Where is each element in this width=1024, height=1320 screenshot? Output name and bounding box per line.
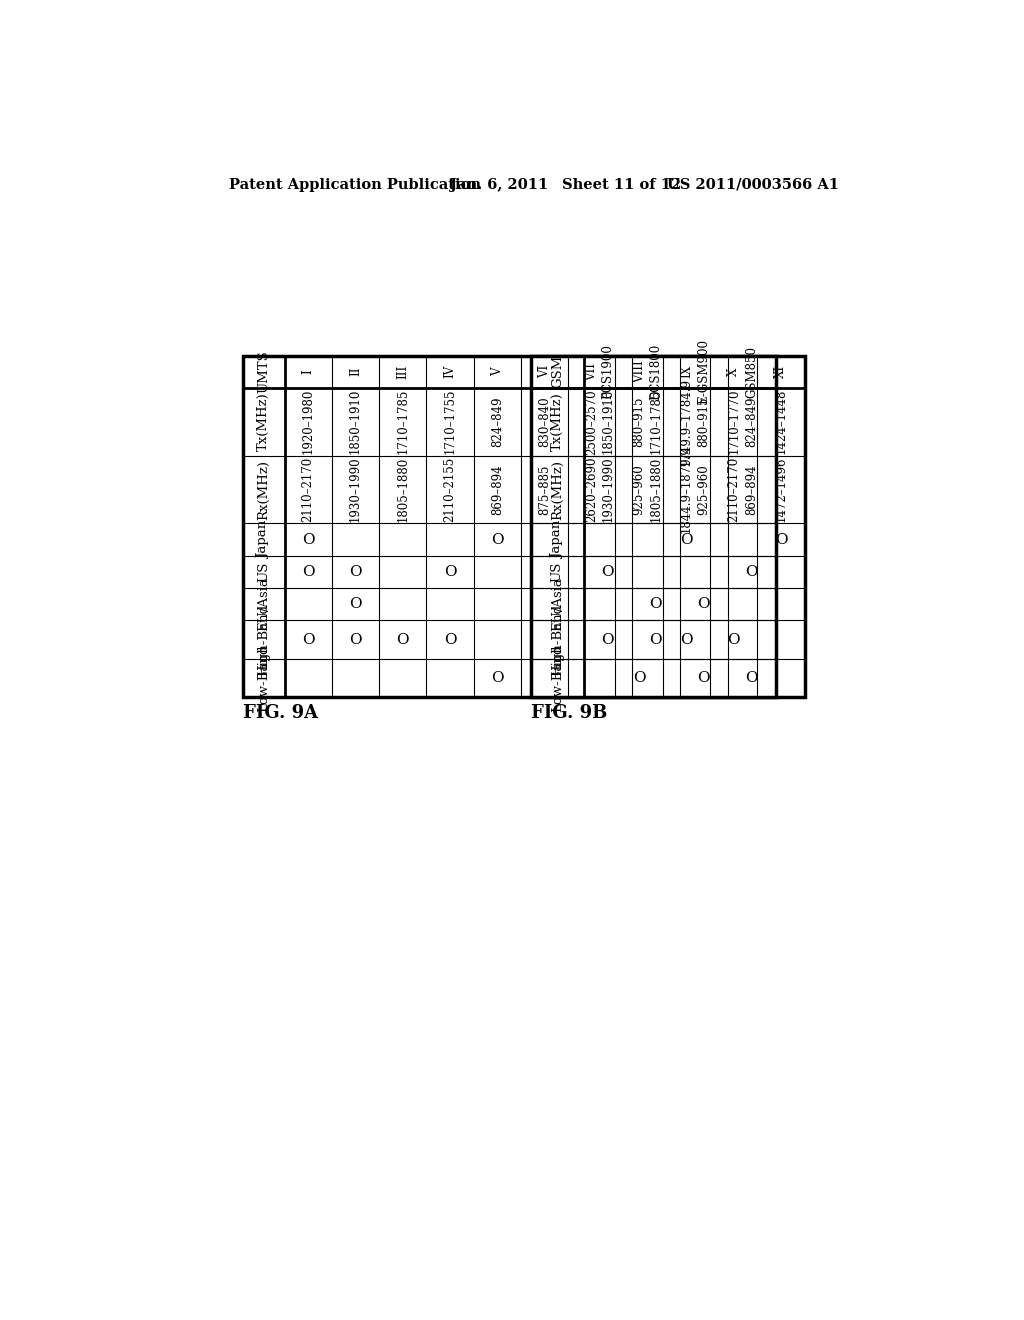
Text: US: US	[551, 562, 564, 582]
Text: 1920–1980: 1920–1980	[302, 389, 314, 454]
Text: 1805–1880: 1805–1880	[649, 457, 663, 523]
Text: III: III	[396, 364, 410, 379]
Text: O: O	[697, 671, 710, 685]
Text: VI: VI	[538, 366, 551, 379]
Text: EU/Asia: EU/Asia	[551, 577, 564, 631]
Text: O: O	[302, 532, 314, 546]
Text: O: O	[601, 565, 614, 579]
Text: O: O	[302, 565, 314, 579]
Text: O: O	[490, 532, 504, 546]
Text: E-GSM900: E-GSM900	[697, 339, 711, 404]
Text: 2110–2155: 2110–2155	[443, 457, 457, 523]
Text: O: O	[396, 632, 409, 647]
Text: O: O	[443, 632, 457, 647]
Text: 1749.9–1784.9: 1749.9–1784.9	[680, 378, 693, 466]
Text: GSM850: GSM850	[745, 346, 759, 397]
Text: VII: VII	[586, 363, 598, 380]
Text: GSM: GSM	[551, 355, 564, 388]
Bar	[243, 355, 805, 697]
Text: 869–894: 869–894	[490, 465, 504, 515]
Text: VIII: VIII	[633, 360, 645, 383]
Text: O: O	[727, 632, 740, 647]
Text: 880–915: 880–915	[633, 396, 645, 447]
Text: 1850–1910: 1850–1910	[349, 389, 361, 454]
Text: 824–849: 824–849	[745, 396, 759, 447]
Text: Low-Band: Low-Band	[257, 644, 270, 711]
Text: 2110–2170: 2110–2170	[727, 457, 740, 523]
Text: US: US	[257, 562, 270, 582]
Text: Jan. 6, 2011: Jan. 6, 2011	[450, 178, 548, 191]
Text: Rx(MHz): Rx(MHz)	[551, 459, 564, 520]
Text: O: O	[633, 671, 645, 685]
Text: 1930–1990: 1930–1990	[349, 457, 361, 523]
Text: 880–915: 880–915	[697, 396, 711, 447]
Text: O: O	[349, 597, 361, 611]
Text: 1805–1880: 1805–1880	[396, 457, 410, 523]
Text: Japan: Japan	[257, 520, 270, 558]
Text: O: O	[601, 632, 614, 647]
Text: Tx(MHz): Tx(MHz)	[257, 392, 270, 451]
Bar	[531, 355, 776, 697]
Text: 1710–1785: 1710–1785	[396, 389, 410, 454]
Text: O: O	[697, 597, 710, 611]
Text: O: O	[649, 632, 663, 647]
Text: XI: XI	[774, 366, 787, 379]
Text: 1710–1755: 1710–1755	[443, 389, 457, 454]
Text: EU/Asia: EU/Asia	[257, 577, 270, 631]
Text: Japan: Japan	[551, 520, 564, 558]
Text: FIG. 9A: FIG. 9A	[243, 704, 317, 722]
Text: 2110–2170: 2110–2170	[302, 457, 314, 523]
Text: O: O	[490, 671, 504, 685]
Text: 1424–1448: 1424–1448	[774, 389, 787, 454]
Text: O: O	[745, 671, 758, 685]
Text: O: O	[774, 532, 787, 546]
Text: UMTS: UMTS	[257, 350, 270, 393]
Text: PCS1900: PCS1900	[601, 345, 614, 399]
Text: I: I	[302, 370, 314, 374]
Text: 875–885: 875–885	[538, 465, 551, 515]
Text: O: O	[680, 532, 692, 546]
Text: O: O	[649, 597, 663, 611]
Text: High-Band: High-Band	[257, 603, 270, 676]
Text: 1844.9–1879.9: 1844.9–1879.9	[680, 446, 693, 533]
Text: 925–960: 925–960	[697, 465, 711, 515]
Text: Tx(MHz): Tx(MHz)	[551, 392, 564, 451]
Text: O: O	[302, 632, 314, 647]
Text: O: O	[680, 632, 692, 647]
Text: 1710–1785: 1710–1785	[649, 389, 663, 454]
Text: 824–849: 824–849	[490, 396, 504, 447]
Text: 1472–1496: 1472–1496	[774, 457, 787, 523]
Text: 830–840: 830–840	[538, 396, 551, 447]
Text: FIG. 9B: FIG. 9B	[531, 704, 607, 722]
Text: 2620–2690: 2620–2690	[586, 457, 598, 523]
Text: O: O	[745, 565, 758, 579]
Text: DCS1800: DCS1800	[649, 343, 663, 400]
Text: Rx(MHz): Rx(MHz)	[257, 459, 270, 520]
Text: 869–894: 869–894	[745, 465, 759, 515]
Text: 1710–1770: 1710–1770	[727, 389, 740, 454]
Text: O: O	[443, 565, 457, 579]
Text: IX: IX	[680, 366, 693, 379]
Text: 1930–1990: 1930–1990	[601, 457, 614, 523]
Text: US 2011/0003566 A1: US 2011/0003566 A1	[667, 178, 839, 191]
Text: Patent Application Publication: Patent Application Publication	[228, 178, 480, 191]
Text: X: X	[727, 367, 740, 376]
Text: II: II	[349, 367, 361, 376]
Text: High-Band: High-Band	[551, 603, 564, 676]
Text: IV: IV	[443, 366, 457, 379]
Text: Sheet 11 of 12: Sheet 11 of 12	[562, 178, 681, 191]
Text: V: V	[490, 367, 504, 376]
Text: O: O	[349, 565, 361, 579]
Text: 1850–1910: 1850–1910	[601, 389, 614, 454]
Text: Low-Band: Low-Band	[551, 644, 564, 711]
Text: O: O	[349, 632, 361, 647]
Text: 2500–2570: 2500–2570	[586, 389, 598, 454]
Text: 925–960: 925–960	[633, 465, 645, 515]
